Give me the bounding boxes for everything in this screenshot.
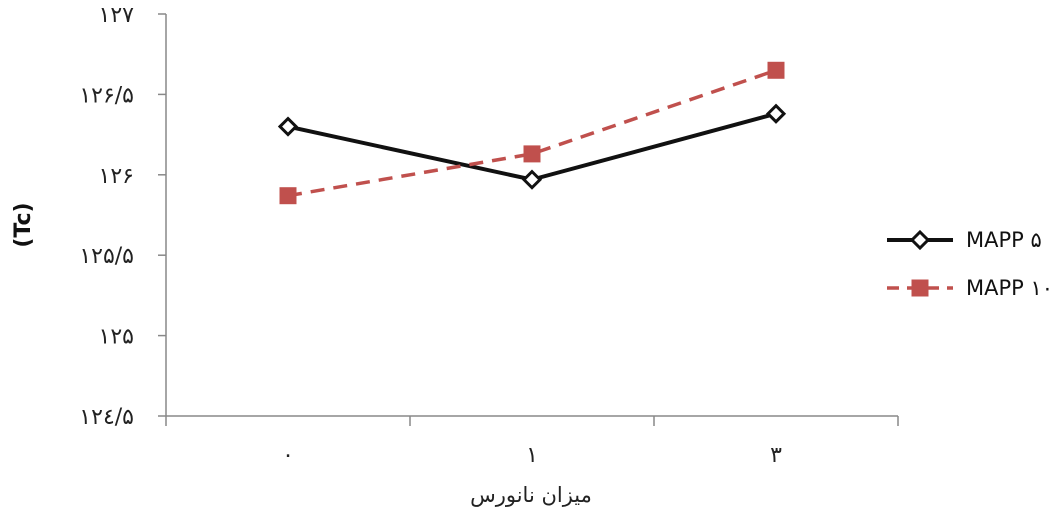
legend-swatch-marker: [911, 279, 929, 297]
x-tick-label: ۰: [282, 443, 294, 468]
y-tick-label: ۱۲۶: [99, 164, 134, 189]
x-ticks: ۰ ۱ ۳: [165, 416, 899, 468]
y-tick-label: ۱۲۷: [99, 3, 135, 28]
y-axis-title: (Tc): [11, 202, 36, 247]
data-point: [279, 187, 297, 205]
data-point: [767, 61, 785, 79]
series-1: [277, 103, 787, 190]
legend-label: MAPP ۵: [966, 228, 1042, 252]
y-tick-label: ۱۲۵: [99, 325, 134, 350]
y-tick-label: ۱۲۶/۵: [79, 83, 134, 108]
series-layer: [277, 61, 787, 205]
y-tick-label: ۱۲۵/۵: [79, 244, 134, 269]
y-ticks: ۱۲٤/۵ ۱۲۵ ۱۲۵/۵ ۱۲۶ ۱۲۶/۵ ۱۲۷: [79, 3, 166, 430]
x-tick-label: ۳: [770, 443, 782, 468]
legend: MAPP ۵ MAPP ۱۰: [887, 228, 1053, 300]
data-point: [765, 103, 787, 124]
legend-entry: MAPP ۵: [887, 228, 1042, 252]
y-tick-label: ۱۲٤/۵: [79, 405, 134, 430]
axes: [165, 14, 898, 417]
legend-entry: MAPP ۱۰: [887, 276, 1053, 300]
data-point: [277, 116, 299, 137]
legend-swatch-marker: [909, 229, 931, 251]
series-2: [279, 61, 785, 205]
data-point: [521, 169, 543, 190]
series-line: [287, 68, 777, 198]
data-point: [523, 145, 541, 163]
x-axis-title: میزان نانورس: [470, 483, 592, 507]
x-tick-label: ۱: [526, 443, 538, 468]
legend-label: MAPP ۱۰: [966, 276, 1053, 300]
